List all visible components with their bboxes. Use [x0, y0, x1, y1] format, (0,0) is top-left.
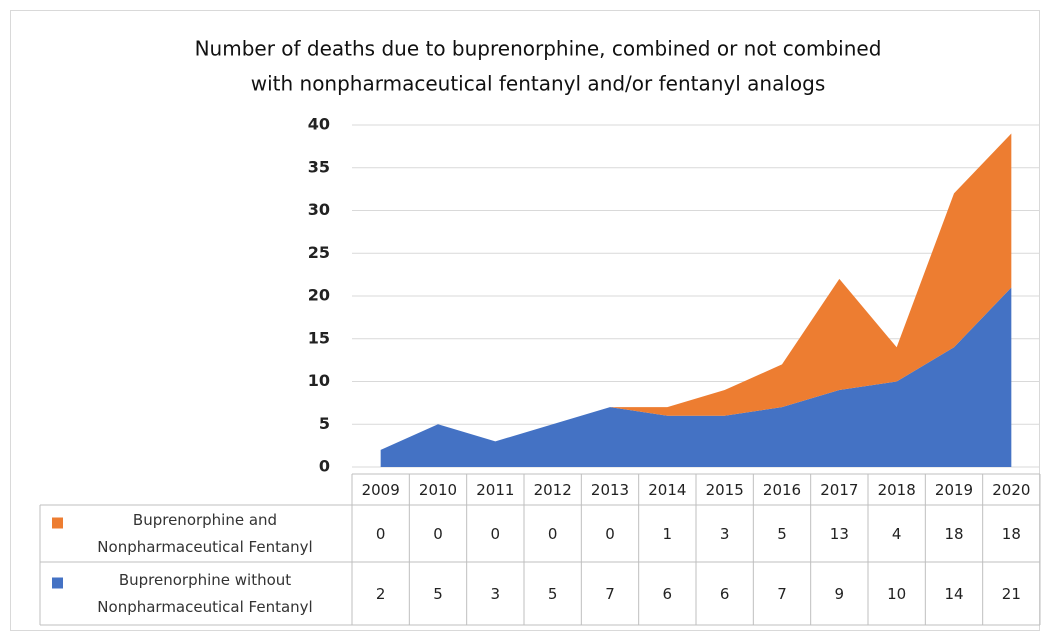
y-tick-label: 20	[308, 286, 330, 305]
y-tick-label: 10	[308, 371, 330, 390]
x-tick-label: 2012	[534, 481, 572, 499]
data-table-value: 13	[830, 525, 849, 543]
x-tick-label: 2020	[992, 481, 1030, 499]
y-tick-label: 40	[308, 115, 330, 134]
x-tick-label: 2018	[878, 481, 916, 499]
data-table-value: 3	[720, 525, 730, 543]
area	[380, 287, 1012, 467]
y-tick-label: 30	[308, 200, 330, 219]
legend-label: Buprenorphine and Nonpharmaceutical Fent…	[97, 510, 313, 556]
x-tick-label: 2009	[362, 481, 400, 499]
data-table-value: 9	[835, 585, 845, 603]
legend-item: Buprenorphine and Nonpharmaceutical Fent…	[97, 510, 313, 556]
x-tick-label: 2019	[935, 481, 973, 499]
y-tick-label: 35	[308, 157, 330, 176]
y-tick-label: 0	[319, 457, 330, 476]
chart-title: Number of deaths due to buprenorphine, c…	[195, 37, 882, 61]
x-tick-label: 2017	[820, 481, 858, 499]
data-table-value: 21	[1002, 585, 1021, 603]
data-table-value: 18	[1002, 525, 1021, 543]
data-table-value: 0	[605, 525, 615, 543]
legend-label: Buprenorphine without Nonpharmaceutical …	[97, 570, 313, 616]
data-table-value: 0	[548, 525, 558, 543]
data-table-value: 14	[944, 585, 963, 603]
x-tick-label: 2011	[476, 481, 514, 499]
data-table-value: 2	[376, 585, 386, 603]
data-table-value: 1	[663, 525, 673, 543]
data-table-value: 0	[491, 525, 501, 543]
data-table-value: 5	[548, 585, 558, 603]
y-tick-label: 5	[319, 414, 330, 433]
data-table-value: 0	[376, 525, 386, 543]
legend-item: Buprenorphine without Nonpharmaceutical …	[97, 570, 313, 616]
data-table-value: 4	[892, 525, 902, 543]
data-table-value: 7	[777, 585, 787, 603]
data-table-value: 6	[720, 585, 730, 603]
x-tick-label: 2010	[419, 481, 457, 499]
legend-swatch	[52, 577, 63, 589]
data-table-value: 7	[605, 585, 615, 603]
data-table-value: 5	[433, 585, 443, 603]
y-tick-label: 25	[308, 243, 330, 262]
data-table-value: 3	[491, 585, 501, 603]
area	[380, 133, 1012, 450]
data-table-value: 6	[663, 585, 673, 603]
data-table-value: 10	[887, 585, 906, 603]
legend-swatch	[52, 517, 63, 529]
x-tick-label: 2015	[706, 481, 744, 499]
x-tick-label: 2013	[591, 481, 629, 499]
data-table-value: 0	[433, 525, 443, 543]
x-tick-label: 2016	[763, 481, 801, 499]
data-table-value: 18	[944, 525, 963, 543]
y-tick-label: 15	[308, 328, 330, 347]
chart-title: with nonpharmaceutical fentanyl and/or f…	[251, 72, 826, 96]
x-tick-label: 2014	[648, 481, 686, 499]
data-table-value: 5	[777, 525, 787, 543]
